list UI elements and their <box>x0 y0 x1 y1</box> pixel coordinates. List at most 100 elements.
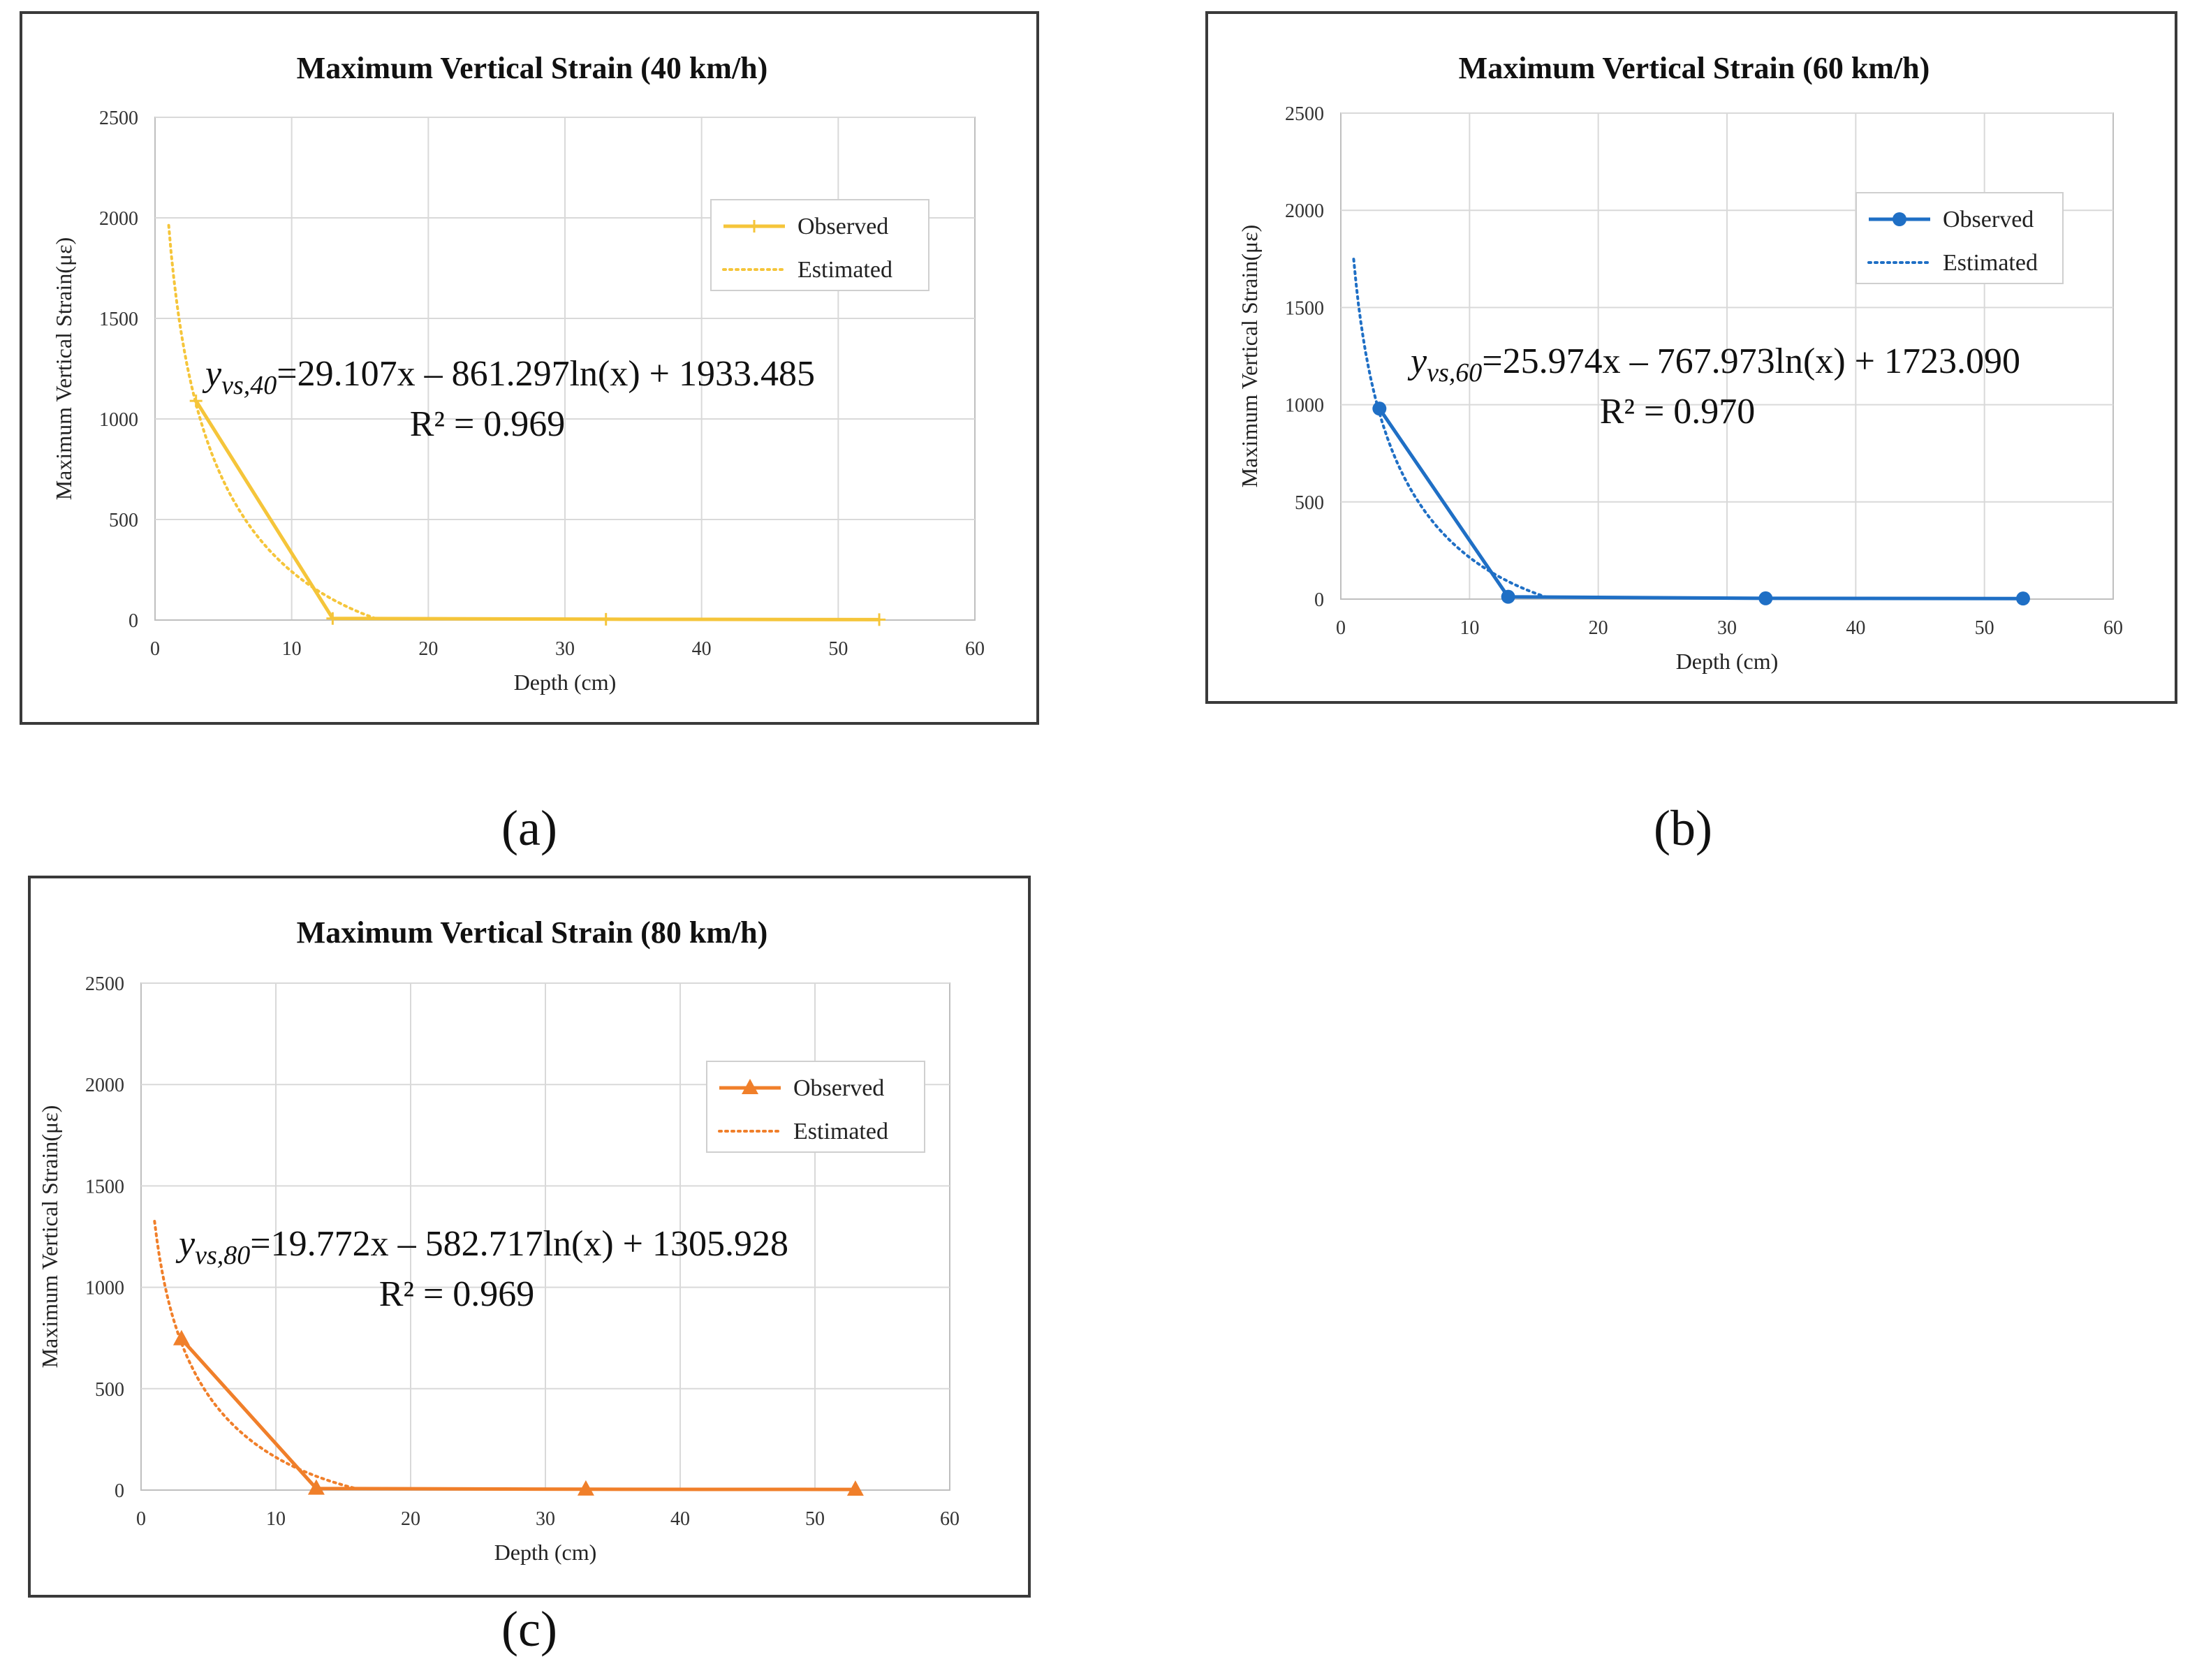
y-tick-label: 2000 <box>99 208 138 230</box>
x-tick-label: 50 <box>1975 617 1994 639</box>
x-tick-label: 0 <box>1336 617 1346 639</box>
chart-title: Maximum Vertical Strain (80 km/h) <box>297 915 768 950</box>
legend-observed-marker <box>1893 212 1906 226</box>
y-tick-label: 500 <box>109 510 138 531</box>
equation-body: =19.772x – 582.717ln(x) + 1305.928 <box>250 1224 788 1264</box>
y-tick-label: 1000 <box>99 409 138 431</box>
observed-series-line <box>1378 407 2024 600</box>
observed-point <box>846 1480 864 1496</box>
y-tick-label: 1500 <box>1285 297 1324 319</box>
r-squared-annotation: R² = 0.969 <box>379 1274 535 1314</box>
x-tick-label: 20 <box>418 638 438 660</box>
observed-point <box>189 395 203 408</box>
x-tick-label: 30 <box>1717 617 1737 639</box>
observed-point <box>1501 589 1515 604</box>
equation-annotation: yvs,80=19.772x – 582.717ln(x) + 1305.928 <box>175 1224 788 1270</box>
chart-svg-b: Maximum Vertical Strain (60 km/h) 0 50 0 100… <box>1237 51 2123 674</box>
chart-title: Maximum Vertical Strain (60 km/h) <box>1459 51 1930 85</box>
legend-box <box>710 199 929 291</box>
legend-estimated-label: Estimated <box>798 257 892 283</box>
y-axis-label: Maximum Vertical Strain(με) <box>1237 225 1262 488</box>
equation-annotation: yvs,60=25.974x – 767.973ln(x) + 1723.090 <box>1407 341 2020 388</box>
equation-subscript: vs,40 <box>221 371 277 400</box>
r-squared-annotation: R² = 0.969 <box>410 404 566 444</box>
caption-c: (c) <box>501 1601 557 1657</box>
y-tick-label: 2000 <box>85 1075 124 1096</box>
chart-panel-a: Maximum Vertical Strain (40 km/h) 0 500 100… <box>20 11 1039 725</box>
y-tick-label: 2500 <box>99 108 138 129</box>
legend-observed-marker <box>748 220 760 233</box>
observed-point <box>2015 591 2030 606</box>
x-axis-label: Depth (cm) <box>1676 649 1779 674</box>
chart-panel-b: Maximum Vertical Strain (60 km/h) 0 50 0 100… <box>1205 11 2177 704</box>
x-tick-label: 60 <box>965 638 985 660</box>
y-tick-label: 2500 <box>1285 103 1324 125</box>
r-squared-annotation: R² = 0.970 <box>1600 392 1756 432</box>
y-tick-label: 0 <box>115 1480 124 1502</box>
observed-point <box>307 1479 325 1495</box>
observed-point <box>599 612 612 626</box>
x-tick-label: 0 <box>136 1508 146 1530</box>
y-tick-label: 0 <box>1314 589 1324 611</box>
y-tick-label: 1500 <box>85 1176 124 1198</box>
y-tick-label: 1000 <box>85 1278 124 1299</box>
y-tick-label: 2000 <box>1285 200 1324 222</box>
observed-series-line <box>180 1338 855 1491</box>
x-tick-label: 20 <box>401 1508 420 1530</box>
x-tick-label: 30 <box>536 1508 555 1530</box>
observed-point <box>1758 591 1773 605</box>
chart-svg-c: Maximum Vertical Strain (80 km/h)0500100… <box>37 915 960 1565</box>
legend-observed-marker <box>742 1079 758 1094</box>
y-tick-label: 0 <box>128 610 138 632</box>
equation-variable: y <box>1407 341 1427 381</box>
observed-series-line <box>194 399 880 621</box>
legend-box <box>706 1061 925 1153</box>
estimated-series-line <box>153 1220 358 1491</box>
x-tick-label: 20 <box>1589 617 1608 639</box>
y-tick-label: 2500 <box>85 973 124 995</box>
x-tick-label: 10 <box>1460 617 1479 639</box>
observed-point <box>326 612 339 625</box>
x-axis-label: Depth (cm) <box>494 1540 597 1565</box>
equation-variable: y <box>202 354 222 394</box>
equation-subscript: vs,80 <box>195 1241 250 1270</box>
x-tick-label: 60 <box>2103 617 2123 639</box>
x-axis-label: Depth (cm) <box>514 670 617 695</box>
x-tick-label: 50 <box>805 1508 825 1530</box>
legend-observed-label: Observed <box>793 1075 884 1101</box>
x-tick-label: 40 <box>692 638 712 660</box>
legend-box <box>1855 192 2064 284</box>
legend-estimated-label: Estimated <box>1943 250 2038 276</box>
x-tick-label: 10 <box>282 638 302 660</box>
x-tick-label: 50 <box>828 638 848 660</box>
y-tick-label: 1500 <box>99 309 138 330</box>
observed-point <box>172 1329 190 1346</box>
estimated-series-line <box>1352 258 1548 599</box>
legend-estimated-label: Estimated <box>793 1119 888 1144</box>
chart-title: Maximum Vertical Strain (40 km/h) <box>297 51 768 85</box>
observed-point <box>1372 401 1387 416</box>
chart-svg-a: Maximum Vertical Strain (40 km/h)0500100… <box>51 51 985 695</box>
observed-point <box>577 1480 594 1496</box>
y-tick-label: 1000 <box>1285 395 1324 417</box>
y-axis-label: Maximum Vertical Strain(με) <box>51 237 76 501</box>
observed-point <box>873 613 886 626</box>
x-tick-label: 10 <box>266 1508 286 1530</box>
caption-b: (b) <box>1654 800 1712 856</box>
legend-observed-label: Observed <box>798 214 888 240</box>
x-tick-label: 0 <box>150 638 160 660</box>
equation-annotation: yvs,40=29.107x – 861.297ln(x) + 1933.485 <box>202 354 815 400</box>
chart-panel-c: Maximum Vertical Strain (80 km/h) 0 500 100… <box>28 876 1031 1598</box>
x-tick-label: 40 <box>670 1508 690 1530</box>
y-tick-label: 500 <box>95 1379 124 1401</box>
caption-a: (a) <box>501 800 557 856</box>
x-tick-label: 40 <box>1846 617 1865 639</box>
equation-body: =25.974x – 767.973ln(x) + 1723.090 <box>1482 341 2020 381</box>
y-axis-label: Maximum Vertical Strain(με) <box>37 1105 62 1369</box>
x-tick-label: 30 <box>555 638 575 660</box>
equation-subscript: vs,60 <box>1427 358 1482 388</box>
equation-body: =29.107x – 861.297ln(x) + 1933.485 <box>277 354 815 394</box>
x-tick-label: 60 <box>940 1508 960 1530</box>
legend-observed-label: Observed <box>1943 207 2034 233</box>
equation-variable: y <box>175 1224 196 1264</box>
